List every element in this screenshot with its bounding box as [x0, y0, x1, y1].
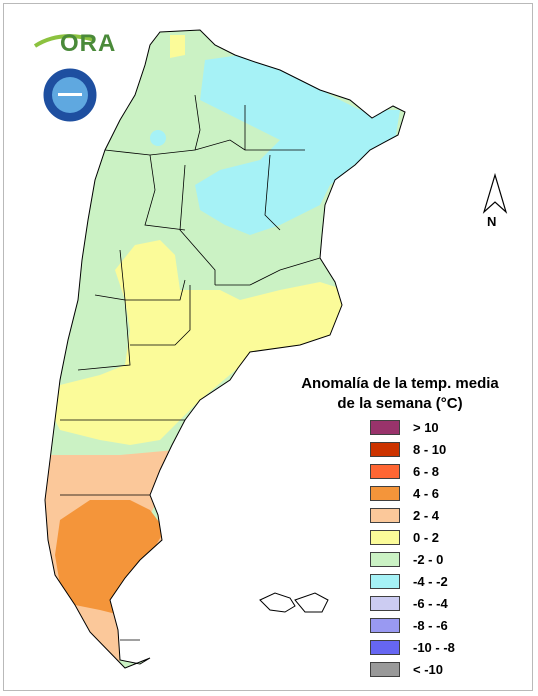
legend-item: < -10: [370, 660, 443, 678]
border-cuyo: [119, 249, 186, 301]
legend-label: -4 - -2: [413, 573, 448, 589]
legend-label: 4 - 6: [413, 485, 440, 501]
legend-swatch: [370, 441, 400, 457]
border-catamarca: [144, 154, 186, 231]
border-north: [104, 139, 305, 156]
island-west: [259, 592, 296, 613]
border-santiago: [179, 164, 216, 285]
legend-swatch: [370, 485, 400, 501]
legend-item: 4 - 6: [370, 484, 439, 502]
legend-label: > 10: [413, 419, 439, 435]
ora-logo-swoosh: [33, 34, 96, 48]
region-pos-4-6: [55, 500, 165, 615]
region-pos-0-2-north: [170, 35, 185, 58]
legend-swatch: [370, 551, 400, 567]
legend-item: -8 - -6: [370, 616, 448, 634]
legend-label: -2 - 0: [413, 551, 444, 567]
legend-swatch: [370, 595, 400, 611]
islands: [259, 592, 329, 613]
border-santa-fe: [264, 154, 281, 231]
country-outline: [44, 29, 406, 669]
legend-swatch: [370, 617, 400, 633]
legend-label: < -10: [413, 661, 443, 677]
ora-logo-text: ORA: [60, 30, 117, 57]
legend-item: 0 - 2: [370, 528, 439, 546]
legend-item: -4 - -2: [370, 572, 448, 590]
province-borders: [60, 94, 321, 641]
region-pos-0-2: [55, 240, 345, 445]
legend-swatch: [370, 463, 400, 479]
legend-item: 2 - 4: [370, 506, 439, 524]
smn-seal-band: [58, 93, 82, 96]
island-east: [294, 592, 329, 613]
ora-logo: [33, 34, 100, 125]
north-label: N: [487, 214, 497, 229]
legend-label: 0 - 2: [413, 529, 440, 545]
legend-title-line1: Anomalía de la temp. media: [301, 375, 499, 392]
legend-swatch: [370, 419, 400, 435]
legend-item: -6 - -4: [370, 594, 448, 612]
border-la-pampa: [130, 285, 191, 346]
legend-title-line2: de la semana (°C): [337, 395, 463, 412]
border-entre-rios: [215, 257, 321, 286]
border-neuquen: [77, 294, 131, 371]
legend-item: -2 - 0: [370, 550, 443, 568]
border-salta-tucuman: [194, 94, 201, 151]
legend-swatch: [370, 573, 400, 589]
region-neg-2-4: [195, 55, 400, 235]
legend-label: 6 - 8: [413, 463, 440, 479]
region-neg-2-4-small: [150, 130, 166, 146]
legend-swatch: [370, 507, 400, 523]
legend-item: -10 - -8: [370, 638, 455, 656]
legend-swatch: [370, 639, 400, 655]
legend-item: 8 - 10: [370, 440, 446, 458]
map-frame: [3, 3, 533, 691]
legend-swatch: [370, 529, 400, 545]
legend-swatch: [370, 661, 400, 677]
legend-label: -10 - -8: [413, 639, 455, 655]
legend-item: > 10: [370, 418, 439, 436]
north-arrow-icon: [482, 172, 508, 214]
legend-label: -8 - -6: [413, 617, 448, 633]
legend-item: 6 - 8: [370, 462, 439, 480]
legend-label: 2 - 4: [413, 507, 440, 523]
legend-label: -6 - -4: [413, 595, 448, 611]
legend-label: 8 - 10: [413, 441, 447, 457]
